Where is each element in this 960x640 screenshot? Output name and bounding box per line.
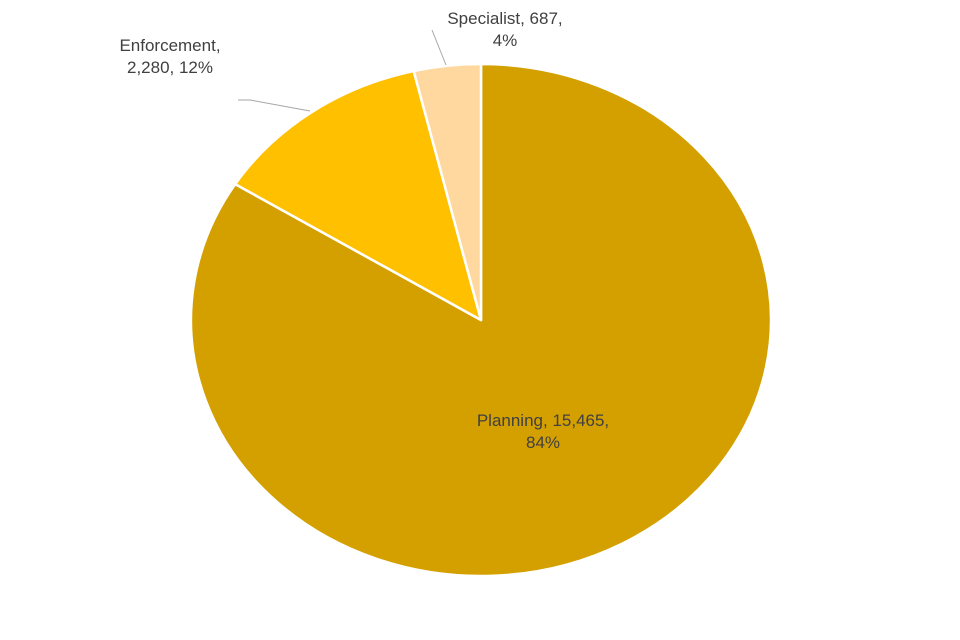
pie-slices [189,62,773,578]
label-planning-line2: 84% [525,433,561,452]
label-specialist-line2: 4% [492,31,518,50]
leader-line-specialist [431,29,447,66]
label-enforcement-line2: 2,280, 12% [126,58,213,77]
label-specialist-line1: Specialist, 687, [447,9,563,28]
label-enforcement-line1: Enforcement, [119,36,221,55]
label-specialist: Specialist, 687, 4% [420,8,590,52]
label-enforcement: Enforcement, 2,280, 12% [100,35,240,79]
label-planning: Planning, 15,465, 84% [448,410,638,454]
leader-line-enforcement [238,99,311,112]
slice-specialist [412,62,483,322]
leader-lines [238,29,447,112]
slice-enforcement [233,69,483,322]
label-planning-line1: Planning, 15,465, [476,411,610,430]
